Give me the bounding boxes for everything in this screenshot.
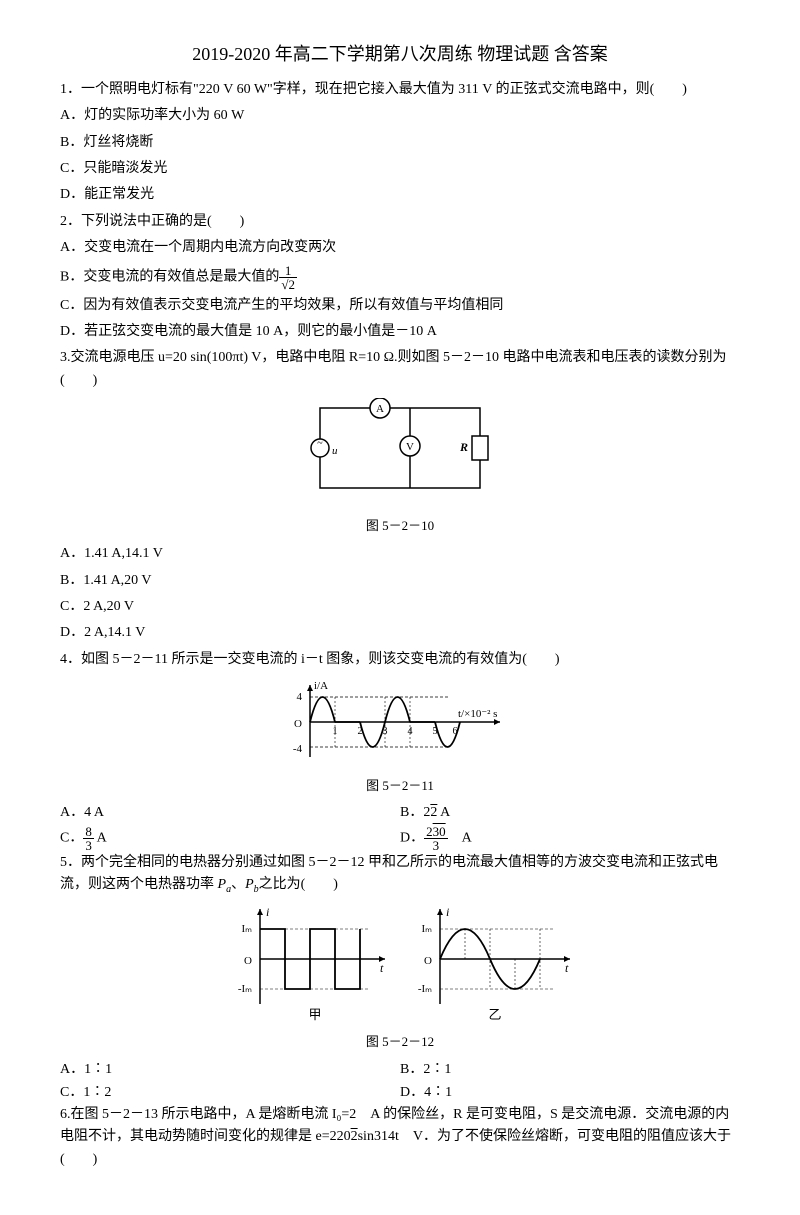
svg-text:O: O <box>424 955 432 967</box>
svg-text:4: 4 <box>408 726 413 737</box>
svg-text:t/×10⁻² s: t/×10⁻² s <box>458 708 497 720</box>
svg-text:甲: 甲 <box>308 1007 321 1022</box>
svg-text:乙: 乙 <box>488 1007 501 1022</box>
svg-text:i/A: i/A <box>314 680 328 692</box>
svg-text:-Iₘ: -Iₘ <box>238 983 252 995</box>
page-title: 2019-2020 年高二下学期第八次周练 物理试题 含答案 <box>60 40 740 69</box>
svg-text:t: t <box>380 961 384 975</box>
svg-text:O: O <box>294 718 302 730</box>
svg-text:Iₘ: Iₘ <box>421 923 432 935</box>
q3-stem: 3.交流电源电压 u=20 sin(100πt) V，电路中电阻 R=10 Ω.… <box>60 347 740 392</box>
svg-text:t: t <box>565 961 569 975</box>
q2-option-c: C．因为有效值表示交变电流产生的平均效果，所以有效值与平均值相同 <box>60 295 740 317</box>
q1-option-a: A．灯的实际功率大小为 60 W <box>60 105 740 127</box>
q4-figure-label: 图 5－2－11 <box>60 776 740 797</box>
q4-option-b: B．22 A <box>400 802 740 824</box>
svg-text:-Iₘ: -Iₘ <box>418 983 432 995</box>
q1-option-b: B．灯丝将烧断 <box>60 132 740 154</box>
q6-stem: 6.在图 5－2－13 所示电路中，A 是熔断电流 I₀=2 A 的保险丝，R … <box>60 1104 740 1171</box>
q1-option-d: D．能正常发光 <box>60 184 740 206</box>
q3-figure: A ~ u V R 图 5－2－10 <box>60 398 740 537</box>
q1-stem: 1．一个照明电灯标有"220 V 60 W"字样，现在把它接入最大值为 311 … <box>60 79 740 101</box>
svg-text:6: 6 <box>453 726 458 737</box>
svg-text:2: 2 <box>358 726 363 737</box>
q3-option-b: B．1.41 A,20 V <box>60 570 740 592</box>
q5-option-a: A．1∶1 <box>60 1059 400 1081</box>
svg-text:3: 3 <box>383 726 388 737</box>
q4-option-a: A．4 A <box>60 802 400 824</box>
q5-option-c: C．1∶2 <box>60 1082 400 1104</box>
svg-text:i: i <box>266 905 269 919</box>
svg-text:5: 5 <box>433 726 438 737</box>
svg-text:-4: -4 <box>293 743 303 755</box>
svg-text:1: 1 <box>333 726 338 737</box>
svg-text:A: A <box>376 403 384 415</box>
svg-text:~: ~ <box>317 438 323 449</box>
q3-option-d: D．2 A,14.1 V <box>60 622 740 644</box>
q2-option-b: B．交变电流的有效值总是最大值的1√2 <box>60 264 740 291</box>
q5-stem: 5．两个完全相同的电热器分别通过如图 5－2－12 甲和乙所示的电流最大值相等的… <box>60 852 740 898</box>
q2-stem: 2．下列说法中正确的是( ) <box>60 211 740 233</box>
q2-b-prefix: B．交变电流的有效值总是最大值的 <box>60 269 279 284</box>
svg-text:R: R <box>459 440 468 454</box>
q4-stem: 4．如图 5－2－11 所示是一交变电流的 i－t 图象，则该交变电流的有效值为… <box>60 649 740 671</box>
svg-text:V: V <box>406 441 414 453</box>
q5-option-b: B．2∶1 <box>400 1059 740 1081</box>
q5-figure-label: 图 5－2－12 <box>60 1032 740 1053</box>
svg-text:Iₘ: Iₘ <box>241 923 252 935</box>
q2-option-d: D．若正弦交变电流的最大值是 10 A，则它的最小值是－10 A <box>60 321 740 343</box>
q5-option-d: D．4∶1 <box>400 1082 740 1104</box>
fraction-1-over-sqrt2: 1√2 <box>279 264 297 291</box>
q3-option-c: C．2 A,20 V <box>60 596 740 618</box>
q3-option-a: A．1.41 A,14.1 V <box>60 543 740 565</box>
q5-figure: i t O Iₘ -Iₘ 甲 i t O Iₘ -Iₘ <box>60 904 740 1053</box>
q3-figure-label: 图 5－2－10 <box>60 516 740 537</box>
svg-text:u: u <box>332 445 338 457</box>
q4-option-c: C．83 A <box>60 825 400 852</box>
q4-figure: i/A t/×10⁻² s O 4 -4 1 2 3 4 5 6 图 5－2－1… <box>60 677 740 796</box>
svg-text:O: O <box>244 955 252 967</box>
q1-option-c: C．只能暗淡发光 <box>60 158 740 180</box>
q4-option-d: D．2303 A <box>400 825 740 852</box>
q2-option-a: A．交变电流在一个周期内电流方向改变两次 <box>60 237 740 259</box>
svg-text:4: 4 <box>297 691 303 703</box>
svg-text:i: i <box>446 905 449 919</box>
